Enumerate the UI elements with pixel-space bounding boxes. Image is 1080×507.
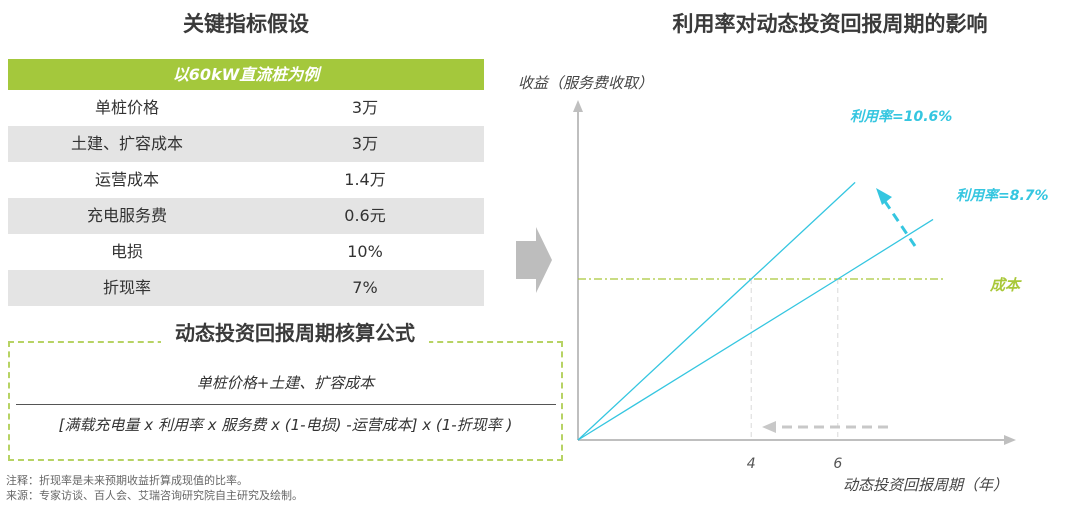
table-row: 土建、扩容成本 3万 xyxy=(8,126,484,162)
table-row: 电损 10% xyxy=(8,234,484,270)
source-note: 来源：专家访谈、百人会、艾瑞咨询研究院自主研究及绘制。 xyxy=(6,489,303,502)
chevron-right-icon xyxy=(516,227,552,293)
row-value: 1.4万 xyxy=(344,170,386,189)
y-axis-title: 收益（服务费收取） xyxy=(518,74,653,92)
y-axis-arrow xyxy=(573,100,583,112)
series-line-2 xyxy=(577,218,934,441)
assumptions-table: 以60kW直流桩为例 单桩价格 3万 土建、扩容成本 3万 运营成本 1.4万 … xyxy=(8,59,484,306)
row-value: 3万 xyxy=(351,98,379,117)
row-label: 电损 xyxy=(110,242,143,261)
row-label: 折现率 xyxy=(102,278,151,297)
row-label: 单桩价格 xyxy=(94,98,159,117)
footnote: 注释：折现率是未来预期收益折算成现值的比率。 xyxy=(6,474,248,487)
shift-arrow-line xyxy=(882,199,917,247)
left-panel: 关键指标假设 以60kW直流桩为例 单桩价格 3万 土建、扩容成本 3万 运营成… xyxy=(0,12,570,502)
row-value: 3万 xyxy=(351,134,379,153)
row-label: 充电服务费 xyxy=(86,206,167,225)
row-value: 7% xyxy=(352,278,378,297)
row-value: 10% xyxy=(347,242,383,261)
chart-title: 利用率对动态投资回报周期的影响 xyxy=(672,12,988,36)
x-axis-arrow xyxy=(1004,435,1016,445)
table-row: 充电服务费 0.6元 xyxy=(8,198,484,234)
cost-label: 成本 xyxy=(989,276,1022,294)
assumptions-title: 关键指标假设 xyxy=(183,12,309,36)
formula-title: 动态投资回报周期核算公式 xyxy=(161,317,429,346)
series-line-1 xyxy=(577,181,856,441)
fraction-line xyxy=(16,404,556,405)
formula-denominator: [满载充电量 x 利用率 x 服务费 x (1-电损) -运营成本] x (1-… xyxy=(58,416,513,434)
payback-arrow-head xyxy=(762,421,776,433)
formula-title-wrap: 动态投资回报周期核算公式 xyxy=(0,317,570,346)
table-header: 以60kW直流桩为例 xyxy=(8,59,484,90)
series-label-1: 利用率=10.6% xyxy=(850,108,952,125)
formula-numerator: 单桩价格+土建、扩容成本 xyxy=(196,374,375,392)
table-row: 单桩价格 3万 xyxy=(8,90,484,126)
row-label: 运营成本 xyxy=(94,170,159,189)
series-label-2: 利用率=8.7% xyxy=(956,187,1049,204)
x-axis-title: 动态投资回报周期（年） xyxy=(843,476,1008,494)
x-tick-label-6: 6 xyxy=(833,456,842,472)
shift-arrow-head xyxy=(876,188,892,205)
x-tick-label-4: 4 xyxy=(747,456,756,472)
row-value: 0.6元 xyxy=(344,206,386,225)
row-label: 土建、扩容成本 xyxy=(70,134,183,153)
table-row: 折现率 7% xyxy=(8,270,484,306)
table-row: 运营成本 1.4万 xyxy=(8,162,484,198)
